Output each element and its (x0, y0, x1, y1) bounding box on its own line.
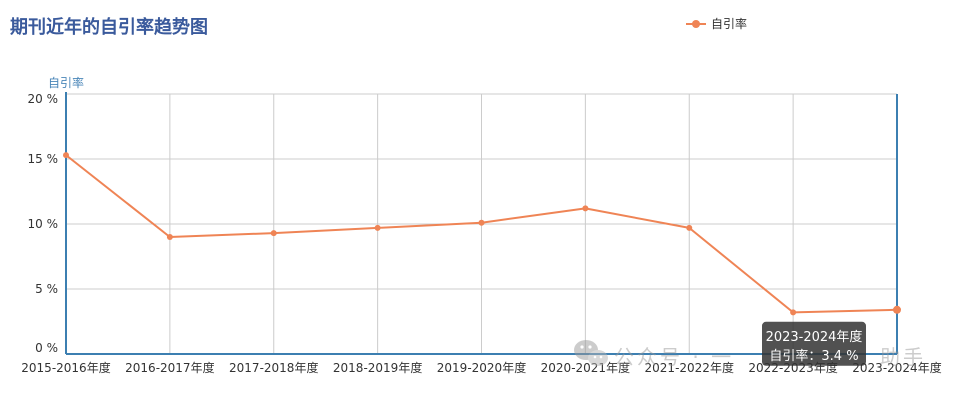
data-point[interactable] (374, 224, 381, 231)
data-point[interactable] (790, 309, 797, 316)
data-point[interactable] (270, 230, 277, 237)
y-tick-label: 10 % (28, 217, 59, 231)
x-tick-label: 2020-2021年度 (541, 360, 630, 375)
x-tick-label: 2019-2020年度 (437, 360, 526, 375)
tick-labels: 0 % 5 % 10 % 15 % 20 % 2015-2016年度 2016-2017年度… (21, 92, 941, 375)
tooltip-title: 2023-2024年度 (766, 329, 863, 345)
data-point[interactable] (166, 234, 173, 240)
x-tick-label: 2018-2019年度 (333, 360, 422, 375)
data-point[interactable] (582, 205, 589, 212)
data-point[interactable] (478, 219, 485, 226)
wechat-icon (574, 340, 608, 366)
y-tick-label: 5 % (35, 282, 58, 296)
x-tick-label: 2021-2022年度 (645, 360, 734, 375)
chart-title: 期刊近年的自引率趋势图 (10, 16, 208, 38)
x-tick-label: 2015-2016年度 (21, 360, 110, 375)
data-point[interactable] (893, 305, 901, 314)
x-tick-label: 2016-2017年度 (125, 360, 214, 375)
y-tick-label: 0 % (35, 341, 58, 355)
tooltip: 2023-2024年度 自引率：3.4 % (762, 321, 866, 366)
tooltip-background (762, 321, 866, 366)
tooltip-value: 自引率：3.4 % (769, 348, 858, 364)
data-point[interactable] (63, 152, 69, 159)
series-self-citation (63, 152, 901, 316)
y-axis-title: 自引率 (48, 75, 84, 90)
x-tick-label: 2017-2018年度 (229, 360, 318, 375)
data-point[interactable] (686, 224, 693, 231)
legend-item-self-citation[interactable]: 自引率 (686, 16, 747, 31)
y-tick-label: 15 % (28, 152, 59, 166)
watermark: 公众号 · 一 助手 (574, 340, 926, 369)
watermark-text-right: 助手 (880, 345, 926, 369)
x-tick-label: 2023-2024年度 (852, 360, 941, 375)
watermark-text-left: 公众号 · 一 (614, 345, 734, 369)
y-tick-label: 20 % (28, 92, 59, 106)
legend-dot-icon (692, 20, 700, 28)
legend-label: 自引率 (711, 16, 747, 31)
